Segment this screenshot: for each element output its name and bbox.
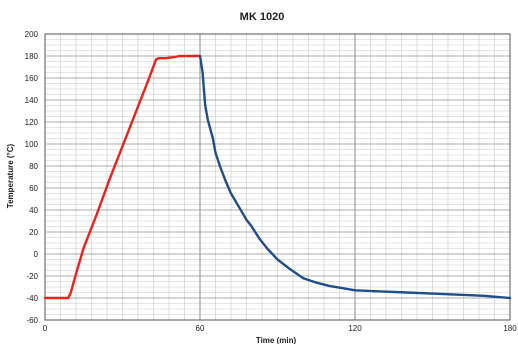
y-tick-label: 140 — [25, 96, 39, 105]
y-tick-label: 160 — [25, 74, 39, 83]
x-tick-label: 120 — [348, 324, 362, 333]
x-axis-label: Time (min) — [256, 336, 297, 344]
plot-border — [44, 33, 511, 321]
x-tick-label: 0 — [43, 324, 48, 333]
y-tick-label: -60 — [26, 316, 38, 325]
y-tick-label: 120 — [25, 118, 39, 127]
y-tick-label: 200 — [25, 30, 39, 39]
x-tick-labels: 0 60 120 180 — [43, 324, 517, 333]
series-line-heating — [43, 54, 202, 300]
y-tick-label: 20 — [29, 228, 38, 237]
y-tick-label: 60 — [29, 184, 38, 193]
y-tick-label: 80 — [29, 162, 38, 171]
y-tick-label: 0 — [34, 250, 39, 259]
chart-title: MK 1020 — [240, 11, 285, 23]
y-tick-label: -20 — [26, 272, 38, 281]
y-tick-label: 100 — [25, 140, 39, 149]
x-tick-label: 180 — [503, 324, 517, 333]
y-tick-label: -40 — [26, 294, 38, 303]
y-tick-labels: -60 -40 -20 0 20 40 60 80 100 120 140 160 180 200 — [25, 30, 39, 325]
y-axis-label: Temperature (°C) — [6, 143, 15, 208]
y-tick-label: 180 — [25, 52, 39, 61]
series-layer — [43, 54, 512, 300]
series-line-cooling — [198, 54, 512, 300]
y-tick-label: 40 — [29, 206, 38, 215]
x-tick-label: 60 — [196, 324, 205, 333]
